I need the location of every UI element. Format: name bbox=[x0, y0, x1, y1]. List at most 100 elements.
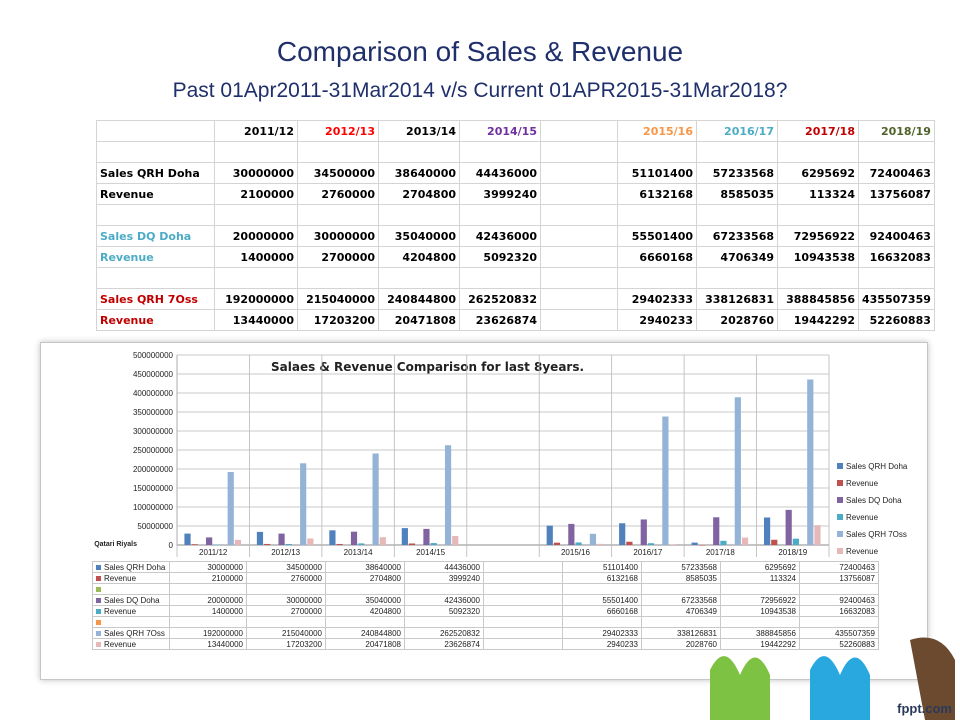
table-row-label: Sales QRH Doha bbox=[96, 162, 215, 184]
bar bbox=[184, 533, 191, 545]
x-tick-label: 2013/14 bbox=[344, 548, 373, 557]
bar bbox=[626, 541, 633, 545]
bar bbox=[206, 537, 213, 545]
table-header-cell: 2016/17 bbox=[696, 120, 778, 142]
table-cell bbox=[562, 616, 642, 628]
bar bbox=[691, 542, 698, 545]
table-cell: 13756087 bbox=[799, 572, 879, 584]
table-cell: 34500000 bbox=[246, 561, 326, 573]
table-cell: 29402333 bbox=[562, 627, 642, 639]
table-cell bbox=[540, 246, 618, 268]
table-cell: 20471808 bbox=[378, 309, 460, 331]
table-cell: 30000000 bbox=[246, 594, 326, 606]
table-row-label: Revenue bbox=[92, 605, 170, 617]
table-cell: 388845856 bbox=[777, 288, 859, 310]
table-cell: 72956922 bbox=[777, 225, 859, 247]
table-cell: 2028760 bbox=[696, 309, 778, 331]
y-tick-label: 500000000 bbox=[133, 351, 174, 360]
table-cell bbox=[777, 141, 859, 163]
bar bbox=[191, 544, 198, 545]
x-tick-label: 2017/18 bbox=[706, 548, 735, 557]
table-cell bbox=[617, 267, 697, 289]
table-cell: 72400463 bbox=[858, 162, 935, 184]
table-cell: 44436000 bbox=[404, 561, 484, 573]
table-cell bbox=[325, 616, 405, 628]
bar bbox=[444, 445, 452, 545]
table-cell: 2940233 bbox=[617, 309, 697, 331]
table-cell bbox=[858, 141, 935, 163]
blue-wave-shape bbox=[810, 656, 870, 720]
table-cell bbox=[297, 267, 379, 289]
table-cell bbox=[540, 183, 618, 205]
table-cell bbox=[483, 594, 563, 606]
table-cell bbox=[246, 583, 326, 595]
table-row-label: Sales QRH Doha bbox=[92, 561, 170, 573]
table-cell: 2760000 bbox=[246, 572, 326, 584]
table-cell bbox=[696, 141, 778, 163]
legend-label: Sales QRH 7Oss bbox=[846, 530, 907, 539]
table-cell bbox=[799, 583, 879, 595]
brown-wave-shape bbox=[910, 637, 955, 720]
bar bbox=[741, 537, 749, 545]
table-row: Revenue 2100000 2760000 2704800 3999240 61321… bbox=[92, 572, 879, 584]
table-row: Revenue 13440000 17203200 20471808 23626874 2… bbox=[92, 638, 879, 650]
table-cell: 13440000 bbox=[214, 309, 298, 331]
table-cell bbox=[540, 309, 618, 331]
table-cell bbox=[540, 204, 618, 226]
legend-key bbox=[96, 619, 101, 625]
table-row: Revenue 1400000 2700000 4204800 5092320 66601… bbox=[96, 246, 935, 268]
legend-key bbox=[96, 630, 101, 636]
bar bbox=[264, 543, 271, 545]
table-header-cell bbox=[96, 120, 215, 142]
table-cell: 2028760 bbox=[641, 638, 721, 650]
table-cell bbox=[246, 616, 326, 628]
bar bbox=[227, 472, 234, 545]
table-cell bbox=[540, 225, 618, 247]
table-cell bbox=[459, 267, 541, 289]
table-cell: 192000000 bbox=[214, 288, 298, 310]
table-cell: 2700000 bbox=[297, 246, 379, 268]
table-cell: 4706349 bbox=[696, 246, 778, 268]
y-tick-label: 350000000 bbox=[133, 408, 174, 417]
table-header-cell: 2015/16 bbox=[617, 120, 697, 142]
table-cell bbox=[696, 267, 778, 289]
bar bbox=[720, 540, 727, 545]
table-cell bbox=[617, 141, 697, 163]
table-row: Revenue 2100000 2760000 2704800 3999240 61321… bbox=[96, 183, 935, 205]
table-cell: 52260883 bbox=[858, 309, 935, 331]
chart-data-table: Sales QRH Doha 30000000 34500000 38640000 44… bbox=[92, 561, 879, 650]
table-cell: 240844800 bbox=[378, 288, 460, 310]
table-cell bbox=[483, 638, 563, 650]
table-cell: 42436000 bbox=[404, 594, 484, 606]
table-cell bbox=[858, 267, 935, 289]
table-cell: 262520832 bbox=[404, 627, 484, 639]
table-cell: 2940233 bbox=[562, 638, 642, 650]
bar bbox=[285, 543, 292, 545]
table-cell: 1400000 bbox=[214, 246, 298, 268]
table-cell: 55501400 bbox=[562, 594, 642, 606]
table-cell bbox=[325, 583, 405, 595]
table-cell: 13756087 bbox=[858, 183, 935, 205]
bar bbox=[372, 453, 379, 545]
y-tick-label: 450000000 bbox=[133, 370, 174, 379]
legend-key bbox=[96, 586, 101, 592]
legend-swatch bbox=[837, 514, 843, 520]
table-cell: 5092320 bbox=[404, 605, 484, 617]
legend-label: Sales DQ Doha bbox=[846, 496, 902, 505]
table-cell: 52260883 bbox=[799, 638, 879, 650]
y-tick-label: 300000000 bbox=[133, 427, 174, 436]
legend-label: Sales QRH Doha bbox=[846, 462, 908, 471]
y-axis-label: Qatari Riyals bbox=[94, 541, 137, 548]
green-wave-shape bbox=[710, 656, 770, 720]
bar bbox=[575, 542, 582, 545]
bar bbox=[379, 537, 386, 545]
table-cell bbox=[459, 204, 541, 226]
table-cell: 4204800 bbox=[378, 246, 460, 268]
x-tick-label: 2018/19 bbox=[778, 548, 807, 557]
table-cell bbox=[214, 267, 298, 289]
chart-title: Salaes & Revenue Comparison for last 8ye… bbox=[271, 360, 584, 374]
table-cell: 17203200 bbox=[246, 638, 326, 650]
table-cell: 42436000 bbox=[459, 225, 541, 247]
table-cell: 2704800 bbox=[378, 183, 460, 205]
legend-label: Revenue bbox=[846, 479, 879, 488]
